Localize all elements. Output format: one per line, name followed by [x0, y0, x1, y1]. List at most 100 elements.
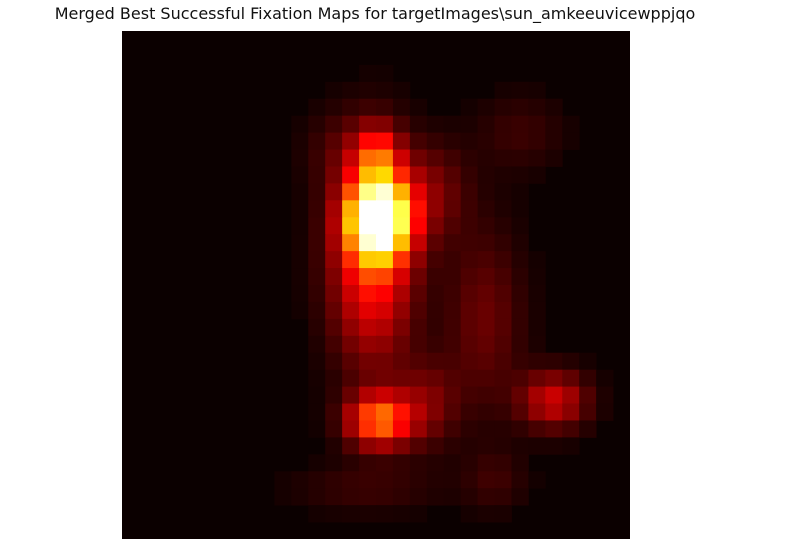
- heatmap-cell: [359, 81, 377, 100]
- heatmap-cell: [342, 471, 360, 489]
- heatmap-cell: [511, 318, 529, 337]
- heatmap-cell: [460, 471, 478, 489]
- heatmap-cell: [426, 251, 445, 269]
- heatmap-cell: [291, 183, 309, 201]
- heatmap-cell: [511, 437, 529, 455]
- heatmap-cell: [359, 437, 377, 455]
- heatmap-cell: [376, 234, 394, 252]
- heatmap-cell: [528, 420, 546, 438]
- heatmap-cell: [376, 369, 394, 387]
- heatmap-cell: [342, 217, 360, 235]
- heatmap-cell: [426, 369, 445, 387]
- heatmap-cell: [477, 437, 495, 455]
- heatmap-cell: [545, 369, 563, 387]
- heatmap-cell: [443, 200, 462, 218]
- heatmap-cell: [308, 132, 326, 150]
- heatmap-cell: [545, 386, 563, 404]
- heatmap-cell: [376, 505, 394, 523]
- heatmap-cell: [342, 454, 360, 472]
- heatmap-cell: [460, 454, 478, 472]
- heatmap-cell: [359, 183, 377, 201]
- heatmap-cell: [477, 488, 495, 506]
- heatmap-cell: [409, 437, 428, 455]
- heatmap-cell: [359, 149, 377, 167]
- heatmap-cell: [494, 318, 512, 337]
- heatmap-cell: [325, 471, 343, 489]
- heatmap-cell: [392, 335, 411, 354]
- heatmap-cell: [460, 335, 478, 354]
- heatmap-cell: [409, 454, 428, 472]
- heatmap-cell: [494, 386, 512, 404]
- heatmap-cell: [460, 115, 478, 133]
- heatmap-cell: [409, 369, 428, 387]
- heatmap-cell: [291, 132, 309, 150]
- heatmap-cell: [511, 369, 529, 387]
- heatmap-cell: [392, 200, 411, 218]
- heatmap-cell: [359, 234, 377, 252]
- heatmap-cell: [443, 301, 462, 320]
- heatmap-cell: [528, 335, 546, 354]
- heatmap-cell: [409, 318, 428, 337]
- heatmap-cell: [579, 420, 597, 438]
- heatmap-cell: [308, 285, 326, 303]
- heatmap-cell: [528, 251, 546, 269]
- heatmap-cell: [376, 149, 394, 167]
- heatmap-cell: [325, 268, 343, 286]
- heatmap-cell: [460, 132, 478, 150]
- heatmap-cell: [376, 115, 394, 133]
- heatmap-cell: [392, 166, 411, 184]
- heatmap-cell: [528, 301, 546, 320]
- heatmap-cell: [359, 420, 377, 438]
- heatmap-cell: [477, 318, 495, 337]
- heatmap-cell: [342, 386, 360, 404]
- heatmap-cell: [477, 166, 495, 184]
- heatmap-cell: [477, 471, 495, 489]
- heatmap-cell: [596, 386, 614, 404]
- heatmap-cell: [308, 352, 326, 371]
- heatmap-cell: [392, 183, 411, 201]
- heatmap-cell: [392, 285, 411, 303]
- heatmap-cell: [342, 505, 360, 523]
- heatmap-cell: [460, 234, 478, 252]
- heatmap-cell: [460, 217, 478, 235]
- heatmap-cell: [359, 318, 377, 337]
- heatmap-cell: [291, 251, 309, 269]
- heatmap-cell: [308, 234, 326, 252]
- heatmap-cell: [443, 471, 462, 489]
- heatmap-cell: [308, 318, 326, 337]
- heatmap-cell: [562, 132, 580, 150]
- heatmap-cell: [443, 369, 462, 387]
- heatmap-chart: [122, 31, 630, 539]
- heatmap-cell: [426, 166, 445, 184]
- heatmap-cell: [579, 369, 597, 387]
- heatmap-cell: [392, 81, 411, 100]
- heatmap-cell: [376, 352, 394, 371]
- heatmap-cell: [342, 488, 360, 506]
- heatmap-cell: [325, 251, 343, 269]
- heatmap-cell: [477, 251, 495, 269]
- heatmap-cell: [443, 217, 462, 235]
- heatmap-cell: [511, 335, 529, 354]
- heatmap-cell: [409, 285, 428, 303]
- heatmap-cell: [460, 251, 478, 269]
- heatmap-cell: [426, 268, 445, 286]
- heatmap-cell: [596, 369, 614, 387]
- heatmap-cell: [409, 251, 428, 269]
- heatmap-cell: [460, 183, 478, 201]
- heatmap-cell: [511, 200, 529, 218]
- heatmap-cell: [342, 285, 360, 303]
- heatmap-cell: [511, 166, 529, 184]
- heatmap-cell: [359, 64, 377, 83]
- heatmap-cell: [376, 166, 394, 184]
- heatmap-cell: [528, 166, 546, 184]
- heatmap-cell: [359, 217, 377, 235]
- heatmap-cell: [392, 115, 411, 133]
- heatmap-cell: [291, 471, 309, 489]
- heatmap-cell: [376, 251, 394, 269]
- heatmap-cell: [325, 454, 343, 472]
- heatmap-cell: [274, 488, 292, 506]
- heatmap-cell: [325, 318, 343, 337]
- heatmap-cell: [308, 335, 326, 354]
- heatmap-cell: [494, 183, 512, 201]
- heatmap-cell: [562, 115, 580, 133]
